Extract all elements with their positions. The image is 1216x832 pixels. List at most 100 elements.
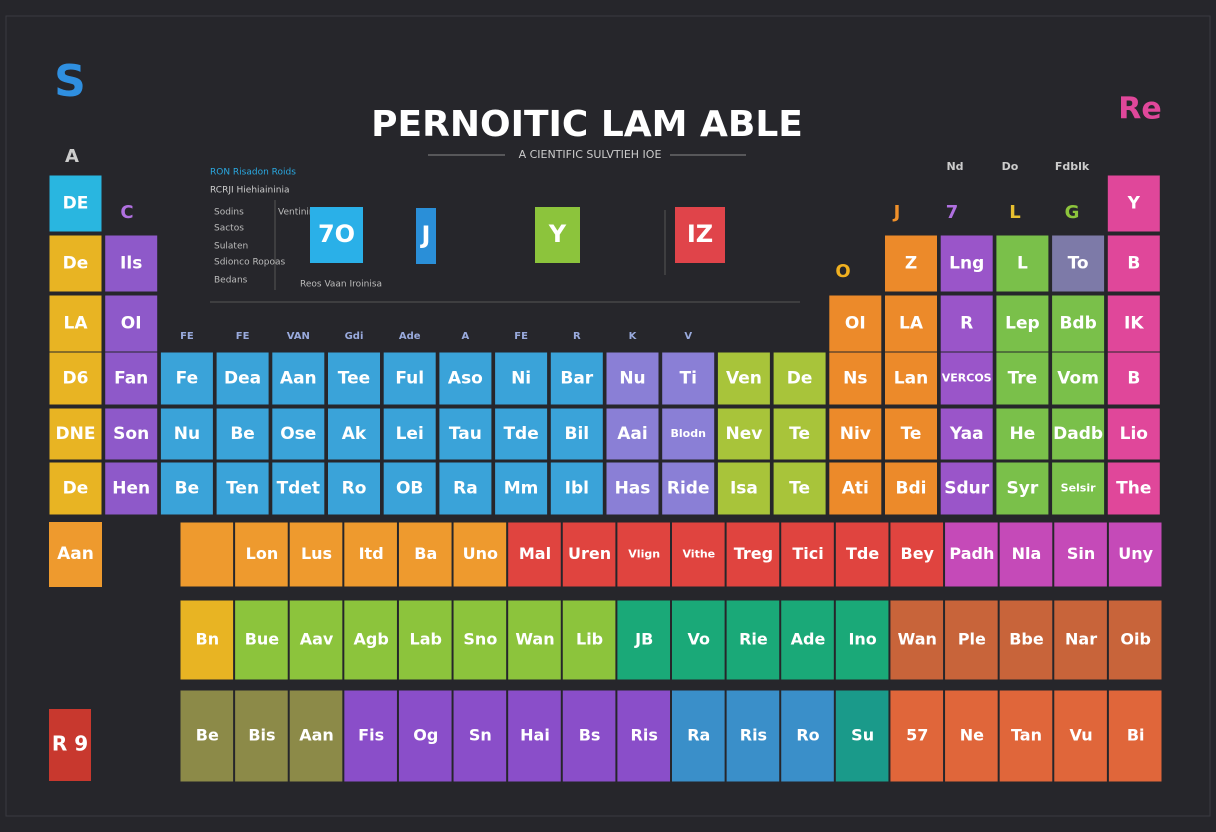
element-cell bbox=[884, 461, 938, 516]
element-symbol: Bi bbox=[1127, 726, 1145, 745]
element-cell bbox=[49, 522, 102, 587]
element-cell bbox=[939, 407, 994, 461]
element-cell bbox=[288, 689, 344, 783]
element-cell bbox=[288, 521, 344, 588]
element-cell bbox=[1106, 174, 1161, 233]
element-cell bbox=[48, 174, 103, 233]
element-symbol: Dadb bbox=[1053, 424, 1103, 444]
element-symbol: Vithe bbox=[682, 548, 715, 561]
element-cell bbox=[179, 689, 235, 783]
element-cell bbox=[884, 234, 938, 293]
element-symbol: Tan bbox=[1011, 726, 1042, 745]
element-cell bbox=[1106, 407, 1161, 461]
element-symbol: Ful bbox=[395, 369, 424, 389]
element-cell bbox=[48, 351, 103, 406]
element-cell bbox=[671, 521, 726, 588]
element-symbol: Mal bbox=[519, 544, 551, 563]
element-cell bbox=[716, 407, 771, 461]
element-cell bbox=[661, 351, 716, 406]
element-symbol: Ils bbox=[120, 254, 142, 274]
element-symbol: Vo bbox=[688, 630, 711, 649]
element-cell bbox=[1106, 294, 1161, 353]
element-cell bbox=[48, 294, 103, 353]
element-symbol: R bbox=[960, 314, 973, 334]
element-cell bbox=[104, 461, 159, 516]
element-symbol: Sno bbox=[463, 630, 497, 649]
element-cell bbox=[998, 521, 1054, 588]
element-symbol: Bs bbox=[579, 726, 601, 745]
element-cell bbox=[179, 599, 235, 681]
group-label: Gdi bbox=[345, 331, 364, 342]
element-symbol: Tici bbox=[792, 544, 823, 563]
element-symbol: Bil bbox=[564, 424, 589, 444]
element-symbol: Ro bbox=[796, 726, 819, 745]
info-tile bbox=[535, 207, 580, 263]
element-symbol: Ne bbox=[960, 726, 984, 745]
element-symbol: Lon bbox=[246, 544, 279, 563]
group-label: A bbox=[462, 331, 470, 342]
element-symbol: JB bbox=[634, 630, 653, 649]
element-symbol: Lan bbox=[894, 369, 928, 389]
element-cell bbox=[159, 461, 214, 516]
info-tile-label: Y bbox=[548, 220, 567, 248]
element-cell bbox=[104, 294, 159, 353]
element-cell bbox=[343, 689, 398, 783]
element-symbol: Aav bbox=[300, 630, 334, 649]
group-label: V bbox=[684, 331, 692, 342]
element-cell bbox=[561, 689, 617, 783]
element-symbol: LA bbox=[899, 314, 924, 334]
element-symbol: Ris bbox=[631, 726, 658, 745]
element-cell bbox=[327, 351, 381, 406]
element-symbol: De bbox=[787, 369, 813, 389]
element-symbol: Ris bbox=[740, 726, 767, 745]
element-cell bbox=[661, 461, 716, 516]
info-tile bbox=[416, 208, 436, 264]
element-symbol: De bbox=[63, 254, 89, 274]
element-cell bbox=[998, 599, 1054, 681]
element-symbol: DE bbox=[63, 194, 89, 214]
group-label: A bbox=[65, 146, 79, 167]
element-symbol: Lab bbox=[410, 630, 442, 649]
element-cell bbox=[507, 599, 562, 681]
element-cell bbox=[382, 407, 437, 461]
element-cell bbox=[234, 689, 289, 783]
element-symbol: Te bbox=[789, 479, 810, 499]
element-cell bbox=[939, 294, 994, 353]
element-symbol: Fe bbox=[176, 369, 198, 389]
element-symbol: Z bbox=[905, 254, 917, 274]
element-symbol: Aso bbox=[448, 369, 483, 389]
element-cell bbox=[944, 689, 999, 783]
element-cell bbox=[828, 294, 883, 353]
element-cell bbox=[327, 407, 381, 461]
element-cell bbox=[1051, 234, 1106, 293]
element-cell bbox=[215, 351, 270, 406]
element-cell bbox=[159, 351, 214, 406]
element-cell bbox=[725, 521, 781, 588]
info-text: Sdionco Ropoas bbox=[214, 258, 286, 268]
element-cell bbox=[438, 407, 493, 461]
element-symbol: Nev bbox=[725, 424, 762, 444]
element-cell bbox=[995, 294, 1050, 353]
element-symbol: Lei bbox=[396, 424, 424, 444]
element-symbol: Aan bbox=[280, 369, 317, 389]
info-text: Reos Vaan Iroinisa bbox=[300, 280, 382, 290]
element-symbol: Y bbox=[1127, 194, 1141, 214]
element-cell bbox=[1106, 461, 1161, 516]
info-text: Sulaten bbox=[214, 242, 248, 252]
element-symbol: Bar bbox=[560, 369, 593, 389]
element-cell bbox=[382, 351, 437, 406]
subtitle: A CIENTIFIC SULVTIEH IOE bbox=[519, 148, 662, 161]
element-cell bbox=[605, 461, 660, 516]
element-symbol: Ibl bbox=[565, 479, 589, 499]
info-text: RCRJI Hiehiaininia bbox=[210, 186, 289, 196]
element-cell bbox=[939, 351, 994, 406]
group-label: FE bbox=[514, 331, 528, 342]
element-symbol: Mm bbox=[504, 479, 539, 499]
element-cell bbox=[716, 351, 771, 406]
group-label: C bbox=[120, 202, 133, 223]
element-symbol: Tde bbox=[503, 424, 538, 444]
element-cell bbox=[772, 461, 827, 516]
element-symbol: Itd bbox=[359, 544, 384, 563]
element-symbol: Bn bbox=[196, 630, 220, 649]
element-cell bbox=[716, 461, 771, 516]
